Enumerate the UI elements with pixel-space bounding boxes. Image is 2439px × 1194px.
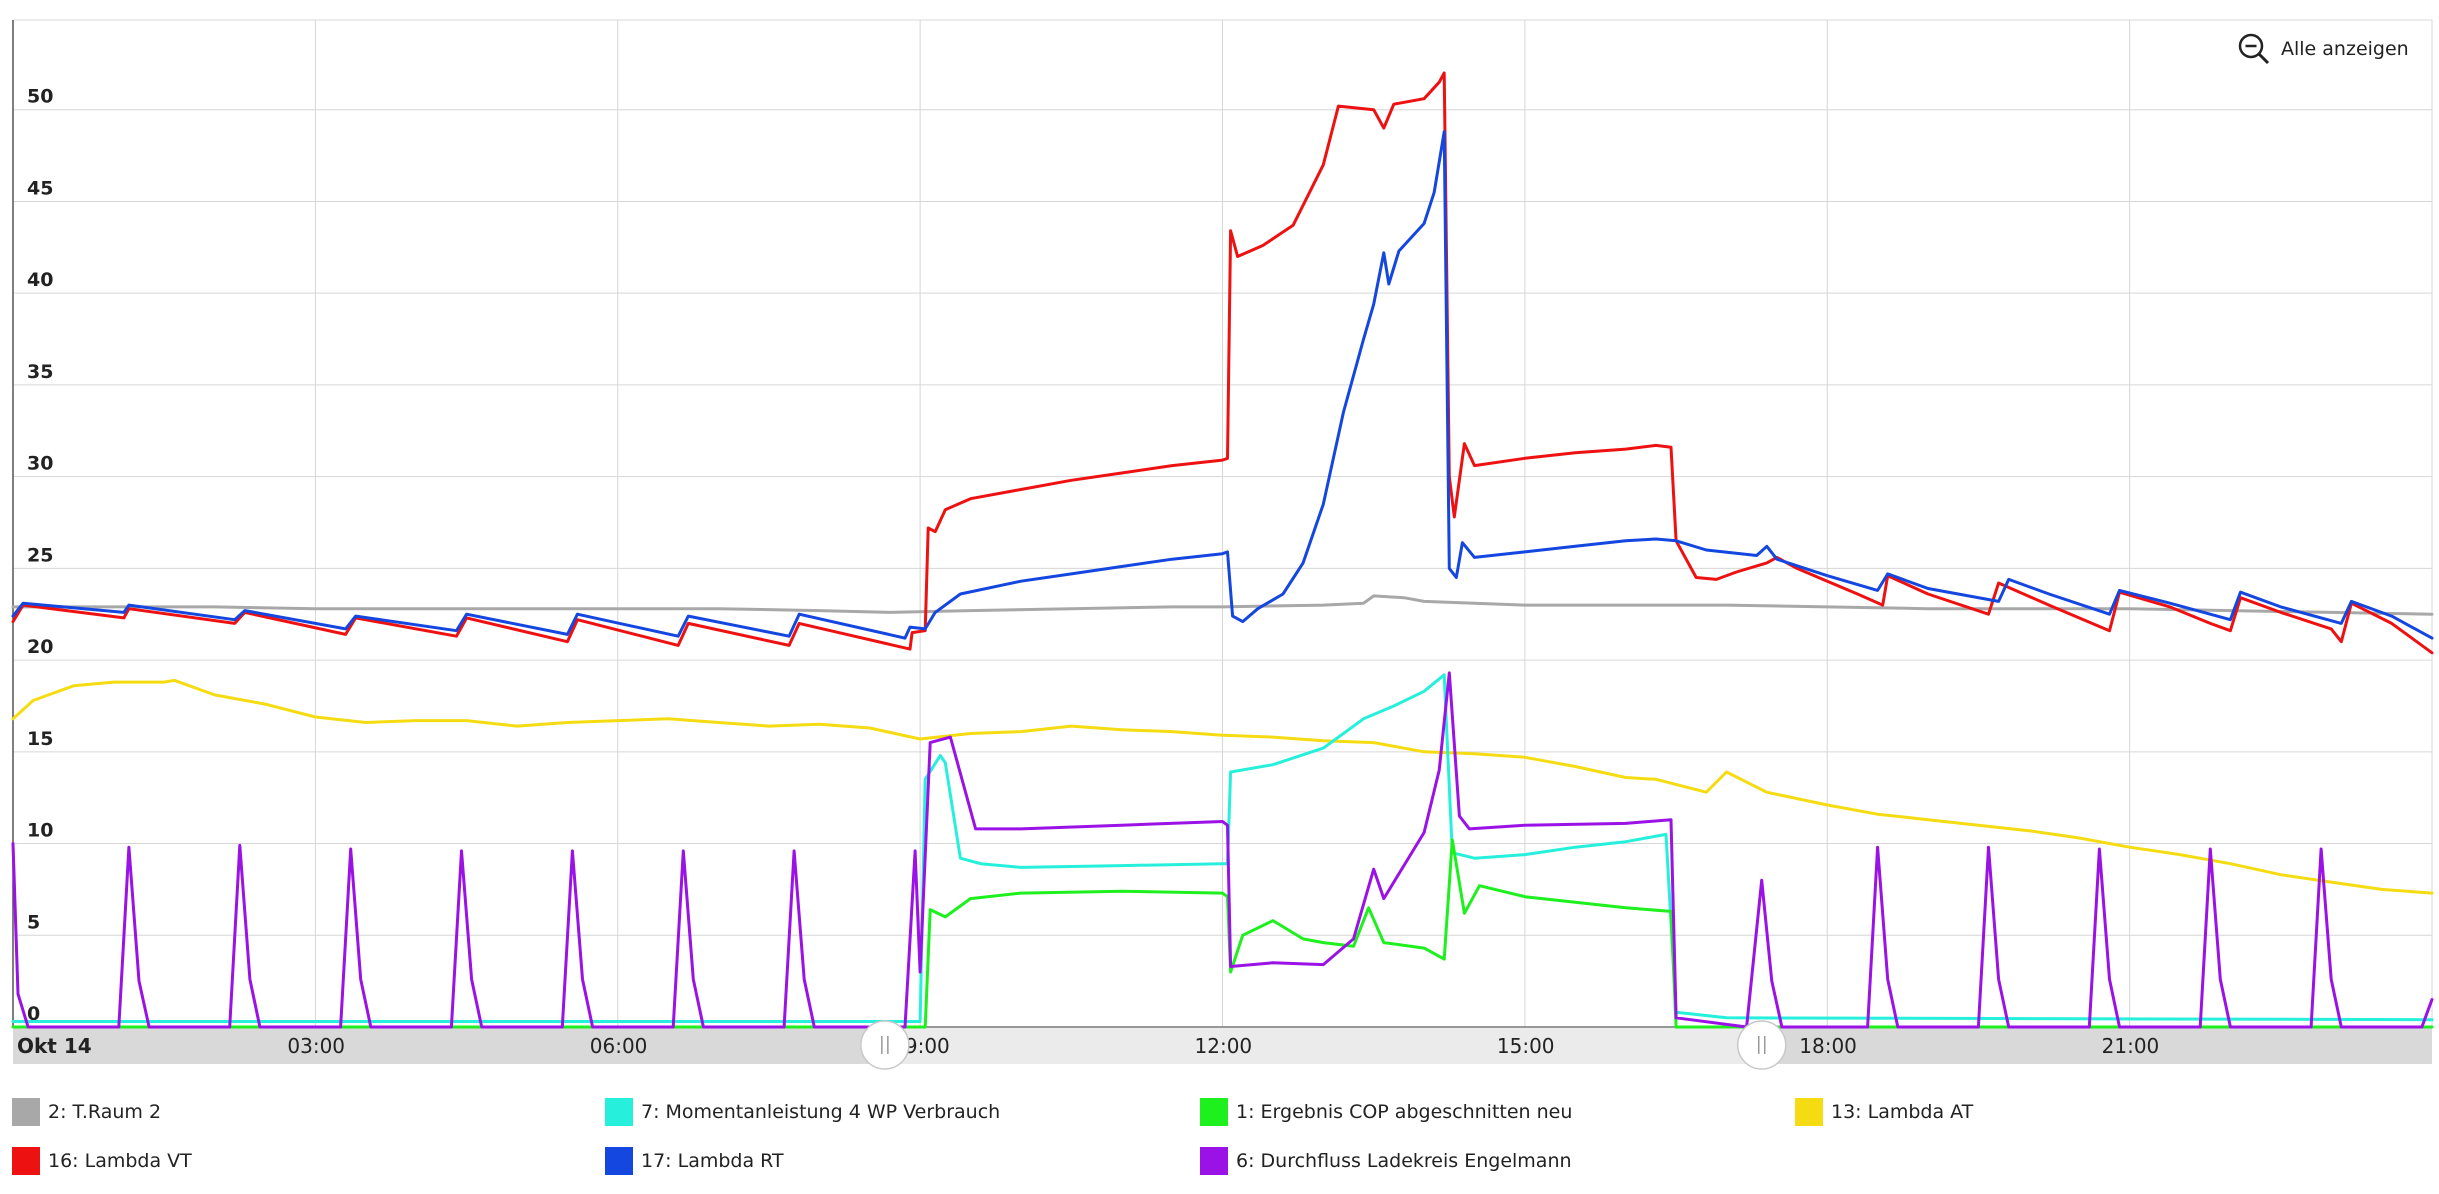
legend-label: 2: T.Raum 2 bbox=[48, 1101, 162, 1123]
legend-swatch bbox=[605, 1098, 633, 1126]
y-tick-label: 20 bbox=[27, 636, 53, 658]
legend-item[interactable]: 13: Lambda AT bbox=[1795, 1098, 1973, 1126]
navigator-selection bbox=[884, 1028, 1762, 1064]
series-line bbox=[11, 678, 2434, 895]
legend-swatch bbox=[1200, 1147, 1228, 1175]
y-tick-label: 50 bbox=[27, 86, 53, 108]
y-tick-label: 15 bbox=[27, 728, 53, 750]
show-all-label: Alle anzeigen bbox=[2281, 38, 2409, 60]
grid-lines bbox=[12, 19, 2433, 1028]
x-tick-label: 21:00 bbox=[2102, 1034, 2160, 1058]
chart-legend: 2: T.Raum 2 7: Momentanleistung 4 WP Verb… bbox=[0, 1090, 2439, 1194]
navigator-handles[interactable] bbox=[860, 1020, 1787, 1070]
x-tick-label: 06:00 bbox=[590, 1034, 648, 1058]
x-tick-label: 15:00 bbox=[1497, 1034, 1555, 1058]
series-line bbox=[11, 130, 2434, 640]
handle-knob bbox=[1736, 1020, 1787, 1070]
y-tick-label: 10 bbox=[27, 820, 53, 842]
y-tick-label: 30 bbox=[27, 453, 53, 475]
handle-knob bbox=[860, 1020, 910, 1070]
legend-swatch bbox=[1795, 1098, 1823, 1126]
series-lines bbox=[11, 71, 2434, 1029]
legend-item[interactable]: 1: Ergebnis COP abgeschnitten neu bbox=[1200, 1098, 1572, 1126]
legend-label: 7: Momentanleistung 4 WP Verbrauch bbox=[641, 1101, 1001, 1123]
legend-swatch bbox=[1200, 1098, 1228, 1126]
x-tick-label: 03:00 bbox=[287, 1034, 345, 1058]
legend-item[interactable]: 6: Durchfluss Ladekreis Engelmann bbox=[1200, 1147, 1572, 1175]
legend-item[interactable]: 16: Lambda VT bbox=[12, 1147, 192, 1175]
navigator-handle-right[interactable] bbox=[1736, 1020, 1787, 1070]
legend-label: 13: Lambda AT bbox=[1831, 1101, 1974, 1123]
series-line bbox=[11, 838, 2434, 1029]
legend-item[interactable]: 7: Momentanleistung 4 WP Verbrauch bbox=[605, 1098, 1000, 1126]
series-line bbox=[11, 671, 2434, 1029]
navigator-handle-left[interactable] bbox=[860, 1020, 910, 1070]
show-all-button[interactable]: Alle anzeigen bbox=[2237, 30, 2409, 68]
legend-label: 17: Lambda RT bbox=[641, 1150, 784, 1172]
legend-swatch bbox=[12, 1098, 40, 1126]
series-line bbox=[11, 594, 2434, 616]
legend-swatch bbox=[605, 1147, 633, 1175]
legend-label: 16: Lambda VT bbox=[48, 1150, 192, 1172]
y-tick-label: 45 bbox=[27, 177, 53, 199]
x-tick-label: Okt 14 bbox=[17, 1034, 92, 1058]
legend-label: 6: Durchfluss Ladekreis Engelmann bbox=[1236, 1150, 1572, 1172]
legend-item[interactable]: 17: Lambda RT bbox=[605, 1147, 784, 1175]
series-line bbox=[11, 673, 2434, 1023]
legend-label: 1: Ergebnis COP abgeschnitten neu bbox=[1236, 1101, 1573, 1123]
time-navigator[interactable] bbox=[13, 1028, 2432, 1064]
y-tick-label: 0 bbox=[27, 1003, 40, 1025]
x-tick-label: 18:00 bbox=[1799, 1034, 1857, 1058]
legend-item[interactable]: 2: T.Raum 2 bbox=[12, 1098, 161, 1126]
y-tick-label: 5 bbox=[27, 911, 40, 933]
zoom-out-icon bbox=[2238, 33, 2270, 65]
y-tick-label: 40 bbox=[27, 269, 53, 291]
x-tick-label: 12:00 bbox=[1195, 1034, 1253, 1058]
series-line bbox=[11, 71, 2434, 655]
legend-swatch bbox=[12, 1147, 40, 1175]
y-tick-label: 35 bbox=[27, 361, 53, 383]
y-axis-ticks: 0 5 10 15 20 25 30 35 40 45 50 bbox=[27, 86, 53, 1025]
y-tick-label: 25 bbox=[27, 544, 53, 566]
